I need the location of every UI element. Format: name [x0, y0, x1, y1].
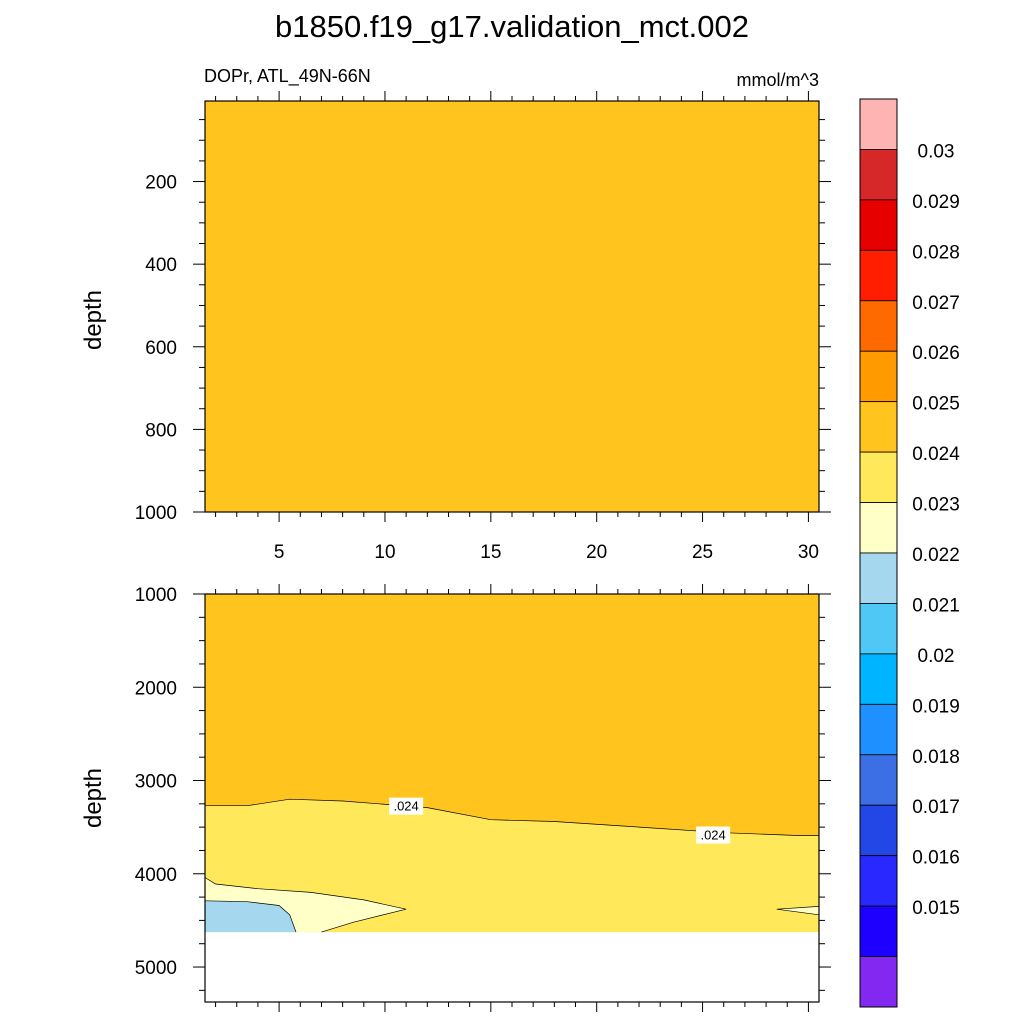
contour-label: .024 [389, 797, 424, 815]
colorbar-label: 0.016 [912, 848, 960, 869]
y-tick-label: 4000 [135, 865, 177, 886]
contour-fill-0.024-0.025 [205, 101, 819, 512]
y-tick-label: 5000 [135, 958, 177, 979]
colorbar-swatch [859, 98, 898, 150]
colorbar-label: 0.017 [912, 797, 960, 818]
upper-x-axis: 5 10 15 20 25 30 [215, 91, 819, 563]
colorbar-swatch [859, 956, 898, 1008]
contour-panels: 5 10 15 20 25 302004006008001000depth.024.024… [80, 91, 831, 1012]
y-tick-label: 800 [145, 420, 177, 441]
contour-label-text: .024 [700, 828, 725, 843]
colorbar-swatch [859, 552, 898, 604]
y-tick-label: 2000 [135, 678, 177, 699]
contour-fill-0.024-0.025 [205, 594, 819, 836]
colorbar-swatch [859, 804, 898, 857]
colorbar-label: 0.026 [912, 343, 960, 364]
contour-line-0.023 [776, 906, 819, 916]
colorbar-label: 0.029 [912, 192, 960, 213]
colorbar-swatch [859, 451, 898, 503]
x-tick-label: 20 [586, 542, 607, 563]
colorbar-swatch [859, 350, 898, 403]
colorbar-label: 0.03 [918, 141, 955, 162]
colorbar: 0.03 0.029 0.028 0.027 0.026 0.025 0.024 0.023 0… [859, 98, 960, 1008]
upper-plot-area [205, 101, 819, 512]
colorbar-swatch [859, 855, 898, 907]
y-tick-label: 200 [145, 173, 177, 194]
colorbar-label: 0.025 [912, 394, 960, 415]
contour-line-0.022 [205, 900, 297, 933]
x-tick-label: 5 [274, 542, 285, 563]
y-axis-label: depth [80, 290, 107, 350]
upper-panel: 5 10 15 20 25 30 200 400 600 800 1000 depth [80, 91, 831, 563]
lower-y-axis: 1000 2000 3000 4000 5000 depth [80, 585, 831, 991]
y-tick-label: 600 [145, 338, 177, 359]
contour-fill-0.022-0.023 [776, 906, 819, 915]
contour-line-0.023 [205, 877, 407, 933]
contour-label: .024 [696, 826, 731, 844]
colorbar-label: 0.02 [918, 646, 955, 667]
colorbar-swatch [859, 249, 898, 302]
x-tick-label: 15 [480, 542, 501, 563]
colorbar-swatch [859, 754, 898, 806]
colorbar-swatch [859, 603, 898, 655]
lower-panel: .024 .024 1000 2000 3000 4000 5000 depth [80, 584, 831, 1012]
lower-plot-area: .024 .024 [205, 594, 819, 1002]
colorbar-swatch [859, 300, 898, 352]
upper-y-axis: 200 400 600 800 1000 depth [80, 119, 831, 524]
contour-line-0.024 [205, 798, 819, 836]
contour-fill-0.021-0.022 [205, 900, 296, 933]
colorbar-label: 0.015 [912, 898, 960, 919]
chart-title: b1850.f19_g17.validation_mct.002 [275, 9, 749, 44]
colorbar-swatch [859, 703, 898, 756]
variable-region-label: DOPr, ATL_49N-66N [204, 66, 371, 87]
contour-label-text: .024 [393, 799, 418, 814]
units-label: mmol/m^3 [737, 70, 819, 90]
y-tick-label: 3000 [135, 772, 177, 793]
colorbar-label: 0.023 [912, 495, 960, 516]
y-tick-label: 400 [145, 255, 177, 276]
y-axis-label: depth [80, 768, 107, 828]
colorbar-label: 0.022 [912, 545, 960, 566]
colorbar-label: 0.027 [912, 293, 960, 314]
colorbar-swatch [859, 199, 898, 251]
y-tick-label: 1000 [135, 503, 177, 524]
colorbar-frame [859, 98, 898, 1008]
colorbar-label: 0.024 [912, 444, 960, 465]
colorbar-swatch [859, 653, 898, 705]
colorbar-swatch [859, 502, 898, 554]
colorbar-label: 0.018 [912, 747, 960, 768]
colorbar-label: 0.021 [912, 595, 960, 616]
colorbar-label: 0.028 [912, 242, 960, 263]
colorbar-swatch [859, 401, 898, 453]
colorbar-swatch [859, 149, 898, 201]
colorbar-label: 0.019 [912, 696, 960, 717]
x-tick-label: 10 [374, 542, 395, 563]
x-tick-label: 30 [798, 542, 819, 563]
lower-x-axis [215, 584, 809, 1012]
y-tick-label: 1000 [135, 585, 177, 606]
colorbar-swatch [859, 905, 898, 957]
x-tick-label: 25 [692, 542, 713, 563]
